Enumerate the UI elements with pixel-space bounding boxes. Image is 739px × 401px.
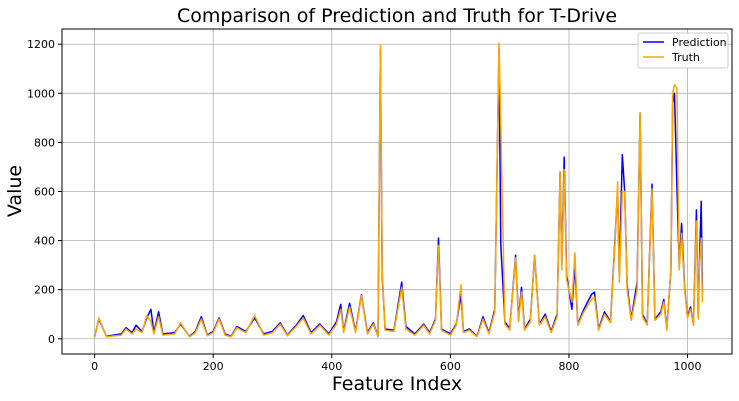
y-tick-label: 600 (34, 186, 55, 199)
x-tick-label: 0 (91, 360, 98, 373)
y-tick-label: 1200 (27, 38, 55, 51)
x-tick-label: 200 (203, 360, 224, 373)
x-tick-label: 600 (440, 360, 461, 373)
y-tick-label: 400 (34, 235, 55, 248)
y-tick-label: 1000 (27, 87, 55, 100)
x-axis-label: Feature Index (332, 373, 462, 395)
y-tick-label: 800 (34, 136, 55, 149)
legend-prediction-label: Prediction (672, 36, 727, 49)
x-tick-label: 1000 (674, 360, 702, 373)
y-axis-label: Value (4, 165, 26, 217)
y-tick-label: 0 (48, 333, 55, 346)
series-layer (93, 42, 704, 338)
x-tick-label: 800 (558, 360, 579, 373)
x-tick-label: 400 (321, 360, 342, 373)
legend-truth-label: Truth (671, 51, 700, 64)
y-tick-label: 200 (34, 284, 55, 297)
x-axis-ticks: 0 200 400 600 800 1000 (91, 354, 702, 373)
series-line-truth (93, 42, 704, 338)
y-axis-ticks: 0 200 400 600 800 1000 1200 (27, 38, 62, 346)
legend: Prediction Truth (637, 32, 729, 69)
chart-title: Comparison of Prediction and Truth for T… (177, 5, 617, 27)
grid-lines (62, 29, 732, 354)
